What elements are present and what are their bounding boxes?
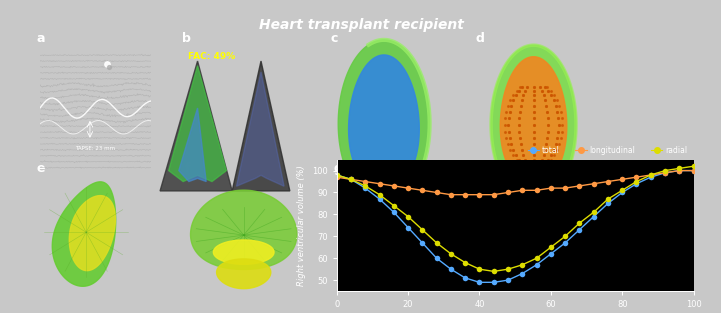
Point bbox=[101, 61, 112, 67]
Polygon shape bbox=[213, 240, 274, 264]
Polygon shape bbox=[216, 259, 271, 289]
Polygon shape bbox=[69, 196, 115, 271]
Polygon shape bbox=[232, 61, 290, 191]
Polygon shape bbox=[190, 190, 297, 269]
Polygon shape bbox=[160, 61, 232, 191]
Polygon shape bbox=[179, 108, 206, 182]
Text: e: e bbox=[37, 162, 45, 175]
Polygon shape bbox=[500, 57, 567, 184]
Polygon shape bbox=[169, 66, 226, 182]
Polygon shape bbox=[236, 72, 284, 186]
Text: f: f bbox=[185, 162, 190, 175]
Point bbox=[103, 64, 115, 69]
Polygon shape bbox=[338, 40, 430, 203]
Y-axis label: Right ventricular volume (%): Right ventricular volume (%) bbox=[297, 165, 306, 286]
Legend: total, longitudinal, radial: total, longitudinal, radial bbox=[525, 144, 690, 157]
Text: d: d bbox=[475, 32, 484, 45]
Text: b: b bbox=[182, 32, 190, 45]
Text: a: a bbox=[37, 32, 45, 45]
Text: g: g bbox=[334, 162, 342, 175]
Text: TAPSE: 23 mm: TAPSE: 23 mm bbox=[76, 146, 115, 151]
Polygon shape bbox=[348, 55, 420, 188]
Text: Heart transplant recipient: Heart transplant recipient bbox=[259, 18, 464, 32]
Polygon shape bbox=[53, 182, 115, 286]
Text: c: c bbox=[330, 32, 337, 45]
Text: FAC: 49%: FAC: 49% bbox=[188, 52, 236, 61]
Polygon shape bbox=[491, 45, 576, 201]
